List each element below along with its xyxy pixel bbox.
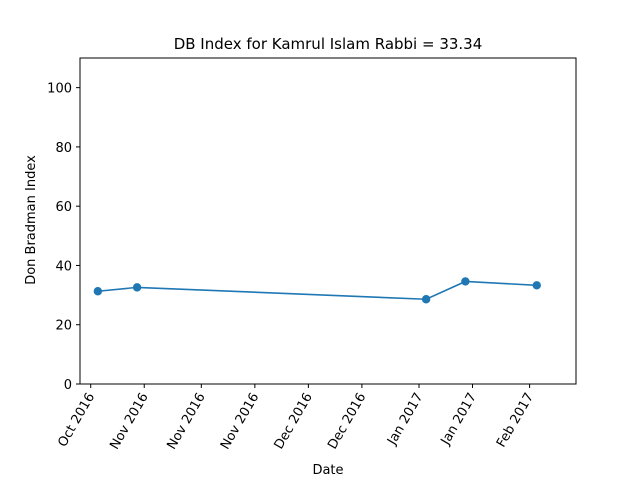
y-axis-label: Don Bradman Index: [24, 155, 39, 285]
y-tick-label: 0: [64, 378, 72, 393]
x-tick-label: Jan 2017: [438, 391, 480, 449]
y-tick-label: 100: [47, 82, 72, 97]
x-tick-label: Oct 2016: [55, 391, 98, 450]
data-point: [461, 277, 470, 286]
x-axis-label: Date: [312, 463, 343, 478]
data-point: [93, 287, 103, 296]
y-tick-label: 60: [55, 200, 72, 215]
plot-frame: [79, 57, 577, 385]
data-point: [532, 281, 541, 290]
x-tick-label: Dec 2016: [325, 391, 369, 453]
x-tick-label: Jan 2017: [384, 391, 426, 449]
x-tick-label: Dec 2016: [272, 391, 316, 453]
x-tick-label: Nov 2016: [218, 391, 262, 453]
data-point: [132, 283, 142, 292]
x-tick-label: Feb 2017: [494, 391, 537, 451]
series-line: [97, 280, 537, 301]
data-point: [421, 295, 431, 304]
y-tick-label: 20: [55, 319, 72, 334]
chart-title: DB Index for Kamrul Islam Rabbi = 33.34: [174, 35, 483, 53]
x-tick-label: Nov 2016: [165, 391, 209, 453]
x-tick-label: Nov 2016: [107, 391, 151, 453]
y-tick-label: 40: [55, 259, 72, 274]
y-tick-label: 80: [55, 141, 72, 156]
